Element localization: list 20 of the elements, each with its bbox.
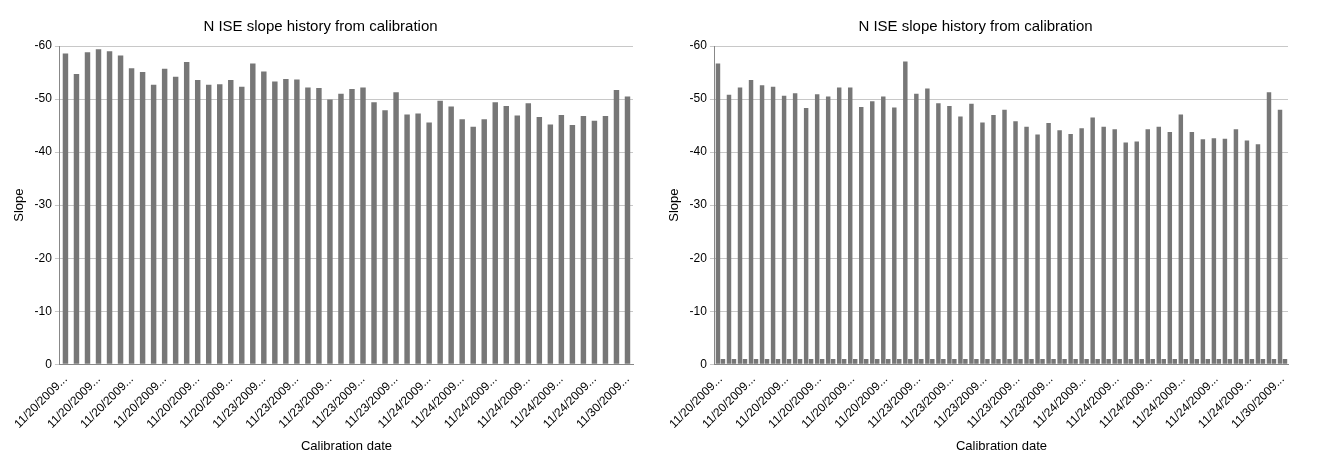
y-tick-label: 0 xyxy=(700,356,708,371)
y-tick-label: -30 xyxy=(34,197,53,212)
chart-title: N ISE slope history from calibration xyxy=(858,17,1093,35)
y-tick-label: -50 xyxy=(34,91,53,106)
y-tick-label: -60 xyxy=(689,38,708,53)
y-axis-title: Slope xyxy=(666,188,682,222)
y-tick-label: -60 xyxy=(34,38,53,53)
x-axis-title: Calibration date xyxy=(300,437,392,453)
y-tick-label: -40 xyxy=(689,144,708,159)
y-tick-label: -50 xyxy=(689,91,708,106)
y-tick-label: -20 xyxy=(689,250,708,265)
x-axis-title: Calibration date xyxy=(955,437,1047,453)
y-tick-label: 0 xyxy=(45,356,53,371)
y-tick-label: -10 xyxy=(689,303,708,318)
y-tick-label: -20 xyxy=(34,250,53,265)
chart-title: N ISE slope history from calibration xyxy=(203,17,438,35)
y-tick-label: -30 xyxy=(689,197,708,212)
y-tick-label: -10 xyxy=(34,303,53,318)
y-axis-title: Slope xyxy=(11,188,27,222)
y-tick-label: -40 xyxy=(34,144,53,159)
